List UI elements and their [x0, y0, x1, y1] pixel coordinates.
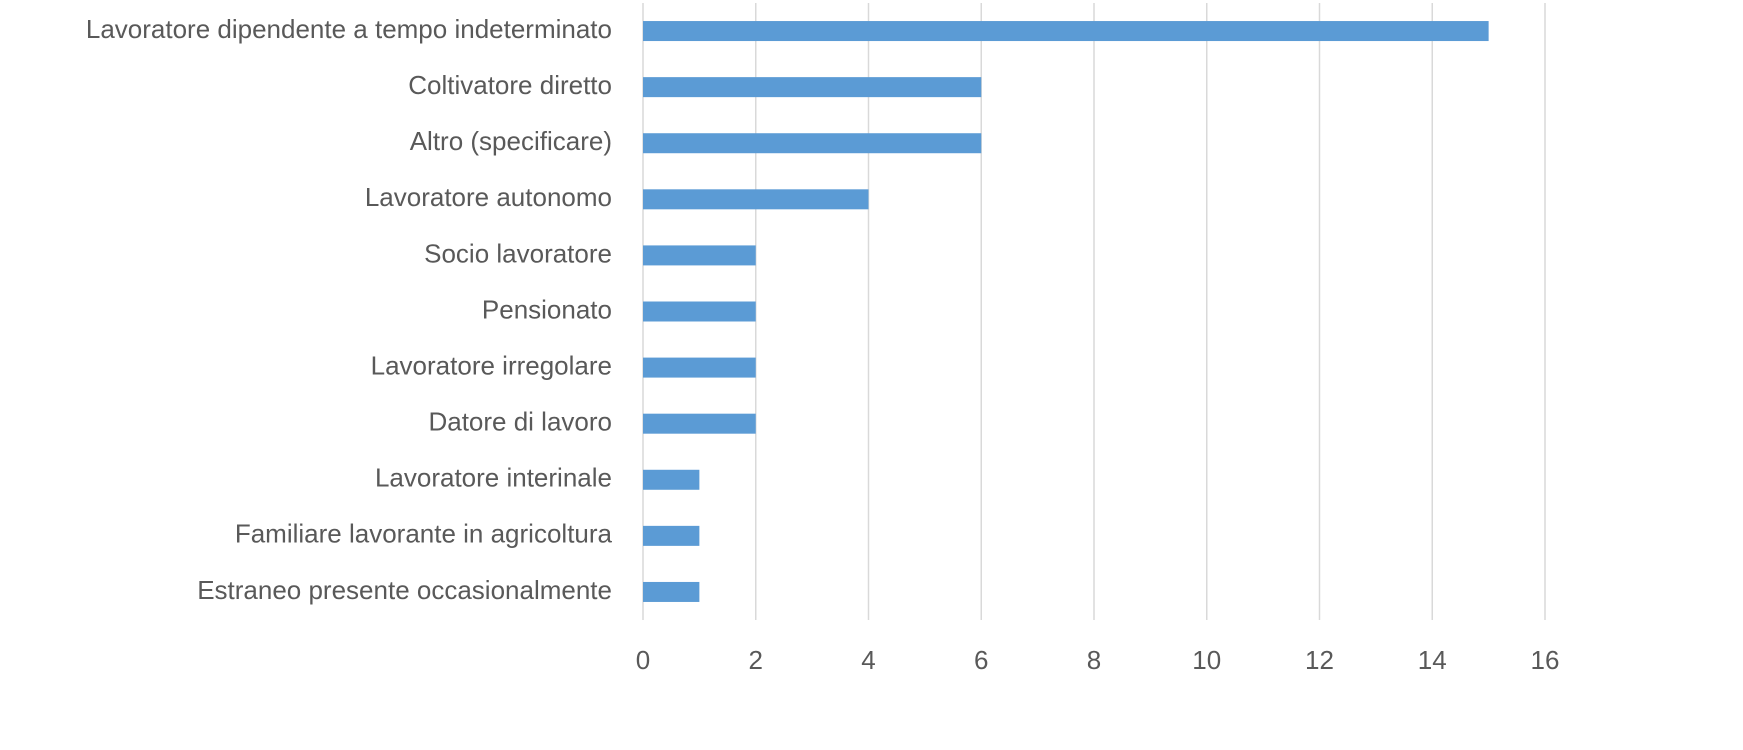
y-tick-label: Socio lavoratore [424, 238, 612, 268]
bar [643, 469, 700, 490]
x-tick-label: 4 [861, 645, 875, 675]
y-tick-label: Lavoratore interinale [375, 463, 612, 493]
x-tick-label: 16 [1531, 645, 1560, 675]
y-tick-label: Lavoratore irregolare [371, 350, 612, 380]
bar [643, 525, 700, 546]
x-tick-label: 14 [1418, 645, 1447, 675]
bar [643, 301, 756, 322]
x-tick-label: 2 [749, 645, 763, 675]
bar [643, 189, 869, 210]
y-tick-label: Lavoratore dipendente a tempo indetermin… [86, 14, 612, 44]
bar [643, 245, 756, 266]
y-tick-label: Lavoratore autonomo [365, 182, 612, 212]
x-tick-label: 12 [1305, 645, 1334, 675]
y-tick-label: Familiare lavorante in agricoltura [235, 519, 613, 549]
y-tick-label: Estraneo presente occasionalmente [197, 575, 612, 605]
x-tick-label: 0 [636, 645, 650, 675]
bar [643, 581, 700, 602]
bar [643, 413, 756, 434]
bar [643, 133, 982, 154]
y-tick-label: Pensionato [482, 294, 612, 324]
x-tick-label: 8 [1087, 645, 1101, 675]
x-tick-label: 6 [974, 645, 988, 675]
bar [643, 21, 1489, 42]
x-tick-label: 10 [1192, 645, 1221, 675]
y-tick-label: Datore di lavoro [428, 407, 612, 437]
bar [643, 77, 982, 98]
y-tick-label: Altro (specificare) [410, 126, 612, 156]
y-tick-label: Coltivatore diretto [408, 70, 612, 100]
bar [643, 357, 756, 378]
